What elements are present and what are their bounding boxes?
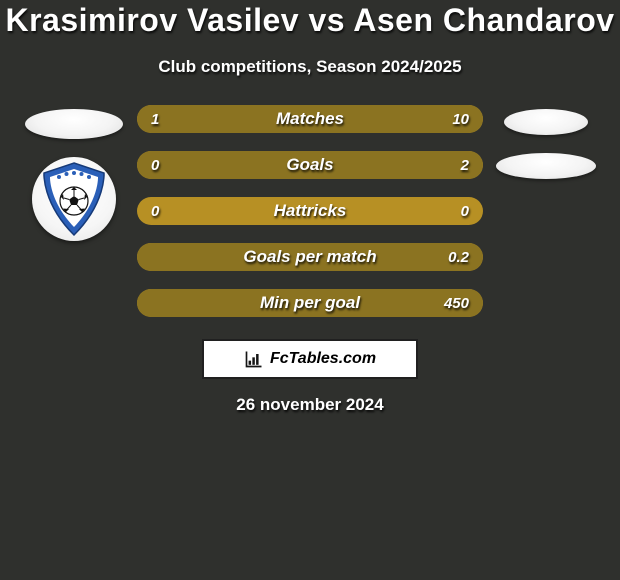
stat-row: Goals per match0.2 bbox=[137, 243, 483, 271]
stats-area: 1Matches100Goals20Hattricks0Goals per ma… bbox=[0, 105, 620, 317]
stat-label: Goals per match bbox=[177, 247, 443, 267]
stat-row: Min per goal450 bbox=[137, 289, 483, 317]
right-side-column bbox=[493, 105, 599, 179]
page-title: Krasimirov Vasilev vs Asen Chandarov bbox=[0, 2, 620, 39]
stat-label: Goals bbox=[177, 155, 443, 175]
shield-icon bbox=[32, 157, 116, 241]
comparison-bars: 1Matches100Goals20Hattricks0Goals per ma… bbox=[137, 105, 483, 317]
club-badge-left bbox=[32, 157, 116, 241]
stat-value-left: 1 bbox=[137, 111, 177, 128]
player-left-placeholder bbox=[25, 109, 123, 139]
brand-badge: FcTables.com bbox=[202, 339, 418, 379]
club-right-placeholder bbox=[496, 153, 596, 179]
left-side-column bbox=[21, 105, 127, 241]
stat-row: 0Goals2 bbox=[137, 151, 483, 179]
subtitle: Club competitions, Season 2024/2025 bbox=[0, 57, 620, 77]
stat-value-right: 450 bbox=[443, 295, 483, 312]
stat-row: 0Hattricks0 bbox=[137, 197, 483, 225]
stat-label: Min per goal bbox=[177, 293, 443, 313]
stat-value-left: 0 bbox=[137, 203, 177, 220]
brand-text: FcTables.com bbox=[270, 350, 376, 368]
stat-value-right: 2 bbox=[443, 157, 483, 174]
stat-value-right: 0.2 bbox=[443, 249, 483, 266]
stat-label: Hattricks bbox=[177, 201, 443, 221]
player-right-placeholder bbox=[504, 109, 588, 135]
stat-label: Matches bbox=[177, 109, 443, 129]
bar-chart-icon bbox=[244, 349, 264, 369]
stat-value-right: 10 bbox=[443, 111, 483, 128]
generated-date: 26 november 2024 bbox=[0, 395, 620, 415]
stat-value-left: 0 bbox=[137, 157, 177, 174]
stat-row: 1Matches10 bbox=[137, 105, 483, 133]
stat-value-right: 0 bbox=[443, 203, 483, 220]
